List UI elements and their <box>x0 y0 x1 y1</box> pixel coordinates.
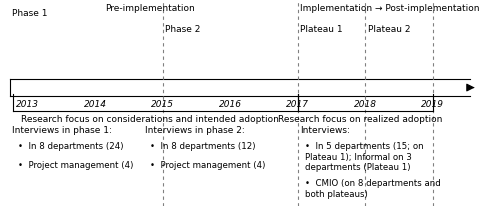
Text: 2016: 2016 <box>218 100 242 109</box>
Text: •  In 8 departments (12): • In 8 departments (12) <box>150 142 256 151</box>
Text: Plateau 2: Plateau 2 <box>368 25 410 34</box>
Text: •  In 5 departments (15; on
Plateau 1); Informal on 3
departments (Plateau 1): • In 5 departments (15; on Plateau 1); I… <box>305 142 424 172</box>
Text: Research focus on realized adoption: Research focus on realized adoption <box>278 115 442 124</box>
Text: 2019: 2019 <box>421 100 444 109</box>
Text: Pre-implementation: Pre-implementation <box>105 4 195 13</box>
Text: •  In 8 departments (24): • In 8 departments (24) <box>18 142 123 151</box>
Text: •  CMIO (on 8 departments and
both plateaus): • CMIO (on 8 departments and both platea… <box>305 179 441 199</box>
Text: Interviews in phase 1:: Interviews in phase 1: <box>12 126 112 135</box>
Text: Plateau 1: Plateau 1 <box>300 25 343 34</box>
Text: Interviews in phase 2:: Interviews in phase 2: <box>145 126 245 135</box>
Text: 2018: 2018 <box>354 100 376 109</box>
Text: Phase 1: Phase 1 <box>12 9 48 18</box>
Text: Implementation → Post-implementation: Implementation → Post-implementation <box>300 4 480 13</box>
Text: 2014: 2014 <box>84 100 106 109</box>
Text: 2013: 2013 <box>16 100 39 109</box>
Text: •  Project management (4): • Project management (4) <box>150 161 266 170</box>
Text: 2015: 2015 <box>151 100 174 109</box>
Text: Phase 2: Phase 2 <box>165 25 200 34</box>
Text: 2017: 2017 <box>286 100 309 109</box>
Text: Research focus on considerations and intended adoption: Research focus on considerations and int… <box>21 115 279 124</box>
Text: •  Project management (4): • Project management (4) <box>18 161 133 170</box>
Text: Interviews:: Interviews: <box>300 126 350 135</box>
